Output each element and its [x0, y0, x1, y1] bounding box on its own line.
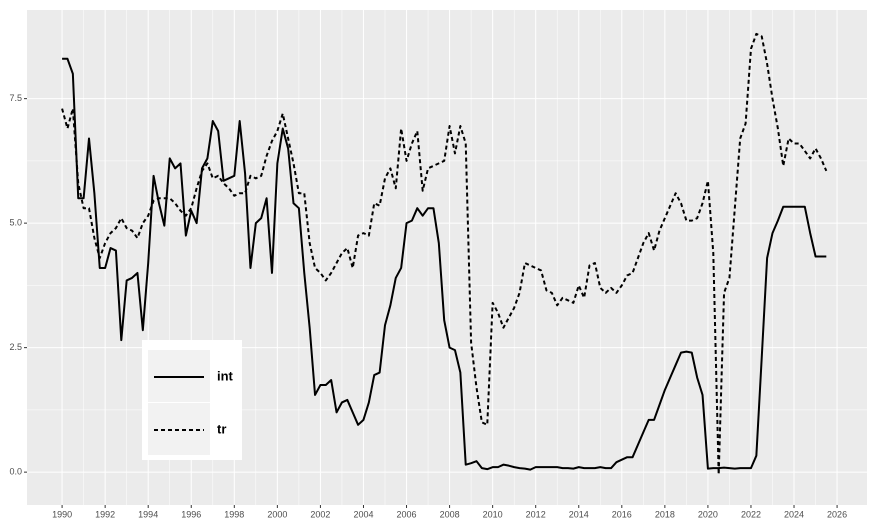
y-tick-label: 7.5 — [9, 93, 22, 103]
legend-label: tr — [217, 421, 226, 436]
x-tick-label: 2014 — [569, 509, 589, 519]
x-tick-label: 1998 — [224, 509, 244, 519]
x-tick-label: 1992 — [95, 509, 115, 519]
x-tick-label: 1996 — [181, 509, 201, 519]
x-tick-label: 2022 — [741, 509, 761, 519]
x-tick-label: 2012 — [526, 509, 546, 519]
x-tick-label: 1994 — [138, 509, 158, 519]
x-tick-label: 2008 — [440, 509, 460, 519]
x-tick-label: 2018 — [655, 509, 675, 519]
x-tick-label: 2020 — [698, 509, 718, 519]
line-series — [62, 57, 827, 471]
x-tick-label: 2016 — [612, 509, 632, 519]
x-tick-label: 2006 — [397, 509, 417, 519]
x-tick-label: 2024 — [784, 509, 804, 519]
x-tick-label: 2010 — [483, 509, 503, 519]
legend-label: int — [217, 368, 234, 383]
line-series — [61, 32, 828, 476]
y-tick-label: 2.5 — [9, 342, 22, 352]
y-tick-label: 5.0 — [9, 218, 22, 228]
x-tick-label: 2004 — [353, 509, 373, 519]
x-tick-label: 1990 — [52, 509, 72, 519]
x-tick-label: 2026 — [827, 509, 847, 519]
legend: int tr — [142, 340, 242, 460]
x-tick-label: 2002 — [310, 509, 330, 519]
x-tick-label: 2000 — [267, 509, 287, 519]
y-tick-label: 0.0 — [9, 467, 22, 477]
